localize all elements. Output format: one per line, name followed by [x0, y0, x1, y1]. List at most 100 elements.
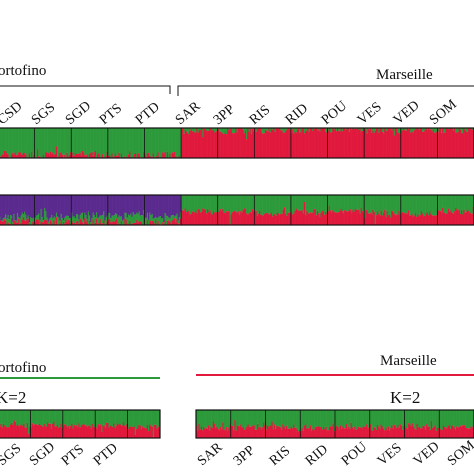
- bar-b2-strip-red: [343, 428, 345, 438]
- bar-a2-strip-purple: [62, 195, 65, 221]
- bar-b2-strip-red: [338, 429, 341, 438]
- bar-b1-strip-red: [38, 423, 41, 438]
- bar-b2-strip-green: [308, 410, 311, 429]
- population-label-top-sgs: SGS: [29, 100, 58, 128]
- bar-a1-strip-green: [123, 128, 125, 157]
- bar-a1-strip-green: [148, 128, 150, 153]
- bar-a2-strip-green: [362, 195, 365, 213]
- bar-b2-strip-red: [319, 426, 321, 438]
- bar-b2-strip-red: [295, 427, 297, 438]
- bar-b2-strip-green: [415, 410, 417, 430]
- bar-a2-strip-green: [5, 214, 7, 221]
- bar-a1-strip-red: [173, 151, 176, 158]
- bar-a2-strip-red: [398, 210, 400, 225]
- bar-a2-strip-red: [171, 220, 174, 225]
- bar-a2-strip-green: [28, 222, 31, 225]
- bar-a2-strip-purple: [5, 195, 7, 215]
- bar-a2-strip-green: [345, 195, 347, 211]
- bar-a2-strip-red: [182, 210, 184, 225]
- bar-b2-strip-red: [247, 424, 250, 438]
- bar-a2-strip-red: [311, 213, 313, 225]
- bar-b2-strip-green: [314, 410, 317, 428]
- bar-a2-strip-green: [381, 195, 384, 216]
- bar-b2-strip-green: [333, 410, 336, 432]
- bar-a1-strip-red: [324, 128, 326, 158]
- bar-b2-strip-green: [447, 410, 450, 426]
- bar-a2-strip-red: [452, 213, 455, 225]
- bar-b2-strip-red: [462, 425, 464, 438]
- bar-a2-strip-green: [377, 195, 379, 212]
- bar-a2-strip-purple: [126, 195, 129, 218]
- bar-a2-strip-red: [367, 213, 370, 225]
- bar-a1-strip-red: [399, 133, 402, 158]
- bar-a2-strip-red: [5, 220, 7, 225]
- bar-b2-strip-red: [380, 424, 383, 438]
- bar-a1-strip-red: [282, 132, 285, 158]
- bar-a1-strip-green: [3, 128, 6, 151]
- bar-a2-strip-red: [257, 213, 260, 225]
- bar-b2-strip-red: [340, 428, 343, 438]
- bar-a1-strip-green: [109, 128, 111, 155]
- bar-a2-strip-red: [450, 210, 452, 225]
- bar-a1-strip-red: [192, 131, 195, 158]
- bar-a1-strip-red: [436, 131, 438, 158]
- bar-a2-strip-red: [431, 215, 433, 225]
- bar-a2-strip-green: [296, 195, 299, 210]
- bar-a2-strip-red: [339, 210, 341, 225]
- bar-a1-strip-red: [465, 131, 468, 158]
- bar-a1-strip-green: [1, 128, 4, 155]
- bar-b2-strip-green: [283, 410, 285, 427]
- bar-b1-strip-red: [92, 426, 95, 438]
- bar-a1-strip-red: [5, 150, 7, 158]
- bar-a2-strip-red: [177, 223, 180, 225]
- bar-a2-strip-green: [100, 215, 103, 225]
- bar-b2-strip-red: [392, 428, 395, 438]
- bar-a2-strip-green: [35, 215, 38, 220]
- bar-a2-strip-red: [207, 208, 209, 225]
- bar-b1-strip-green: [146, 410, 149, 425]
- bar-a2-strip-purple: [0, 195, 2, 221]
- bar-b2-strip-green: [221, 410, 223, 430]
- bar-b1-strip-red: [79, 427, 82, 438]
- bar-a2-strip-red: [375, 215, 378, 225]
- bar-a1-strip-green: [285, 128, 287, 132]
- bar-a1-strip-red: [404, 130, 406, 158]
- bar-b2-strip-red: [354, 426, 356, 438]
- bar-b1-strip-red: [32, 425, 35, 438]
- bar-a2-strip-red: [294, 210, 296, 225]
- bar-a2-strip-green: [398, 195, 400, 211]
- bar-b2-strip-red: [323, 426, 325, 438]
- bar-a1-strip-green: [444, 128, 446, 133]
- bar-a2-strip-red: [416, 216, 418, 225]
- bar-a2-strip-red: [191, 211, 194, 225]
- bar-a1-strip-red: [303, 133, 306, 158]
- bar-a2-strip-red: [21, 219, 24, 225]
- bar-b2-strip-green: [452, 410, 454, 426]
- bar-a1-strip-green: [361, 128, 364, 131]
- bar-a2-strip-red: [296, 209, 299, 225]
- bar-a1-strip-red: [461, 132, 463, 158]
- bar-b2-strip-red: [255, 429, 258, 438]
- bar-a1-strip-green: [184, 128, 187, 130]
- bar-a2-strip-green: [132, 212, 135, 224]
- bar-a1-strip-red: [133, 154, 136, 158]
- bar-a2-strip-green: [60, 214, 63, 221]
- bar-a2-strip-purple: [100, 195, 103, 216]
- bar-a2-strip-green: [335, 195, 338, 213]
- bar-a1-strip-red: [178, 156, 181, 158]
- bar-a2-strip-red: [286, 215, 288, 225]
- bar-a2-strip-red: [228, 211, 230, 225]
- bar-b1-strip-green: [74, 410, 77, 426]
- bar-a2-strip-purple: [155, 195, 157, 217]
- bar-a2-strip-purple: [34, 195, 37, 219]
- bar-a2-strip-green: [385, 195, 387, 218]
- bar-b2-strip-green: [465, 410, 468, 428]
- bar-b2-strip-red: [454, 429, 457, 438]
- bar-b2-strip-green: [360, 410, 362, 428]
- bar-a2-strip-purple: [65, 195, 67, 216]
- bar-a1-strip-red: [371, 132, 373, 158]
- bar-a2-strip-red: [371, 214, 373, 225]
- bar-a2-strip-purple: [162, 195, 164, 219]
- bar-a1-strip-green: [86, 128, 89, 155]
- bar-a2-strip-green: [404, 195, 406, 214]
